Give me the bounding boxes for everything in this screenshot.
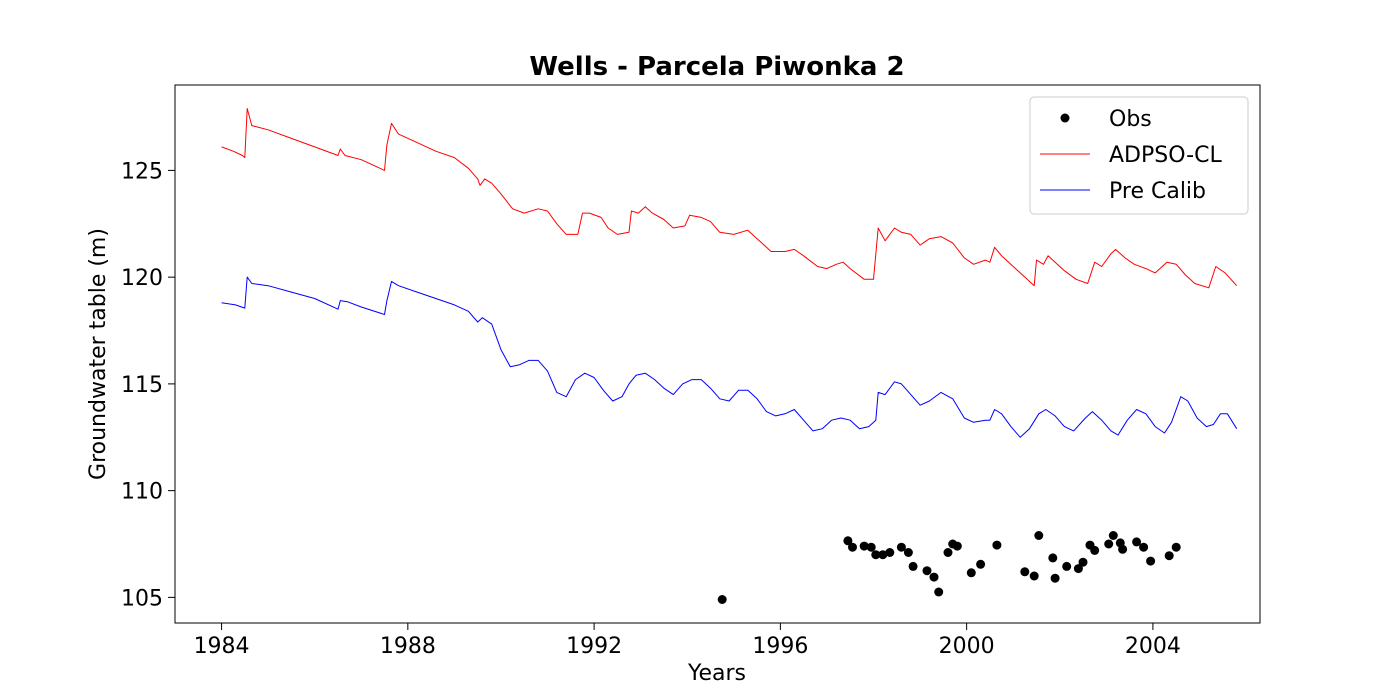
obs-point-4 [859,541,869,551]
obs-point-21 [1020,567,1030,577]
obs-point-34 [1118,544,1128,554]
axis-layer: 1984 1988 1992 1996 2000 2004 105 110 115 120 125 [121,159,1181,659]
obs-point-37 [1146,556,1156,566]
obs-point-1 [717,595,727,604]
obs-point-30 [1090,545,1100,555]
obs-point-15 [943,548,953,557]
obs-point-20 [992,540,1002,550]
plot-layer [221,108,1238,604]
y-tick-label-105: 105 [121,586,163,611]
obs-point-24 [1048,553,1058,563]
obs-point-25 [1050,573,1060,583]
obs-point-13 [929,572,939,582]
legend-label-adpso-cl: ADPSO-CL [1109,143,1222,168]
obs-point-23 [1034,531,1044,540]
obs-point-38 [1164,551,1174,561]
legend-swatch-obs [1060,113,1070,123]
legend-box [1029,96,1249,215]
legend-label-pre-calib: Pre Calib [1109,179,1206,204]
obs-point-10 [903,548,913,557]
obs-point-11 [908,561,918,571]
series-line-pre-calib [221,276,1238,438]
obs-point-27 [1073,564,1083,574]
obs-point-39 [1171,542,1181,552]
obs-point-32 [1108,531,1118,540]
obs-point-6 [871,550,881,560]
x-tick-label-2004: 2004 [1125,634,1181,659]
x-tick-label-1992: 1992 [566,634,622,659]
plot-area-frame [174,84,1261,624]
obs-point-26 [1062,561,1072,571]
legend-label-obs: Obs [1109,107,1152,132]
x-tick-label-2000: 2000 [939,634,995,659]
obs-point-7 [878,550,888,560]
x-tick-label-1996: 1996 [752,634,808,659]
obs-point-3 [848,542,857,552]
obs-point-31 [1104,539,1114,549]
obs-point-17 [952,541,962,551]
obs-point-19 [976,559,986,569]
x-axis-title: Years [687,661,746,686]
obs-point-12 [922,566,932,576]
obs-point-22 [1029,571,1039,581]
chart-title: Wells - Parcela Piwonka 2 [529,52,904,82]
y-axis-title: Groundwater table (m) [86,228,111,480]
obs-point-36 [1139,542,1149,552]
obs-point-2 [843,536,853,546]
obs-point-18 [966,568,976,578]
obs-point-9 [896,542,906,552]
x-tick-label-1984: 1984 [194,634,250,659]
series-line-adpso-cl [221,108,1238,289]
obs-point-8 [885,548,895,557]
obs-point-5 [866,542,876,552]
x-tick-label-1988: 1988 [380,634,436,659]
legend: Obs ADPSO-CL Pre Calib [1029,96,1249,215]
obs-point-28 [1078,557,1088,567]
y-tick-label-115: 115 [121,373,163,398]
y-tick-label-120: 120 [121,266,163,291]
y-tick-label-110: 110 [121,480,163,505]
obs-point-14 [934,587,944,597]
y-tick-label-125: 125 [121,159,163,184]
obs-point-35 [1132,537,1142,547]
